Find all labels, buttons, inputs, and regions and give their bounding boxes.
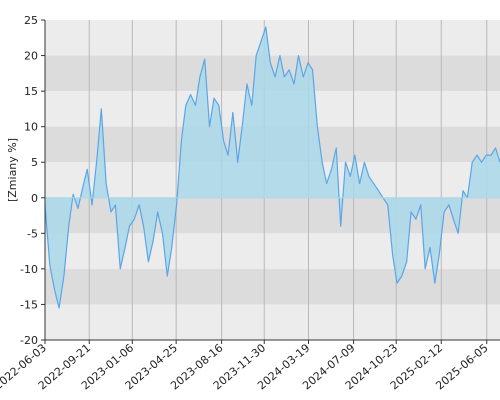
y-tick: 15 (24, 85, 45, 98)
grid-band (45, 304, 500, 340)
y-tick: 25 (24, 14, 45, 27)
series-layer (44, 26, 500, 309)
y-tick-labels: 25 20 15 10 5 0 -5 -10 -15 -20 (20, 14, 45, 347)
y-tick: -5 (27, 227, 45, 240)
y-tick-label: 5 (31, 156, 38, 169)
series-area (45, 27, 500, 309)
y-tick: 20 (24, 50, 45, 63)
x-tick-labels: 2022-06-032022-09-212023-01-062023-04-25… (0, 340, 491, 392)
y-tick: 0 (31, 192, 45, 205)
axes (44, 20, 500, 341)
y-tick: -10 (20, 263, 45, 276)
y-tick: 5 (31, 156, 45, 169)
y-tick-label: 25 (24, 14, 38, 27)
y-tick: -15 (20, 298, 45, 311)
y-axis-label: [Zmiany %] (6, 138, 19, 202)
y-tick: -20 (20, 334, 45, 347)
y-tick-label: 20 (24, 50, 38, 63)
y-tick-label: 15 (24, 85, 38, 98)
y-tick: 10 (24, 121, 45, 134)
y-tick-label: -15 (20, 298, 38, 311)
grid-band (45, 20, 500, 56)
y-tick-label: 10 (24, 121, 38, 134)
y-tick-label: -20 (20, 334, 38, 347)
grid-band (45, 268, 500, 305)
y-tick-label: 0 (31, 192, 38, 205)
y-tick-label: -5 (27, 227, 38, 240)
y-tick-label: -10 (20, 263, 38, 276)
series-line (44, 26, 500, 309)
